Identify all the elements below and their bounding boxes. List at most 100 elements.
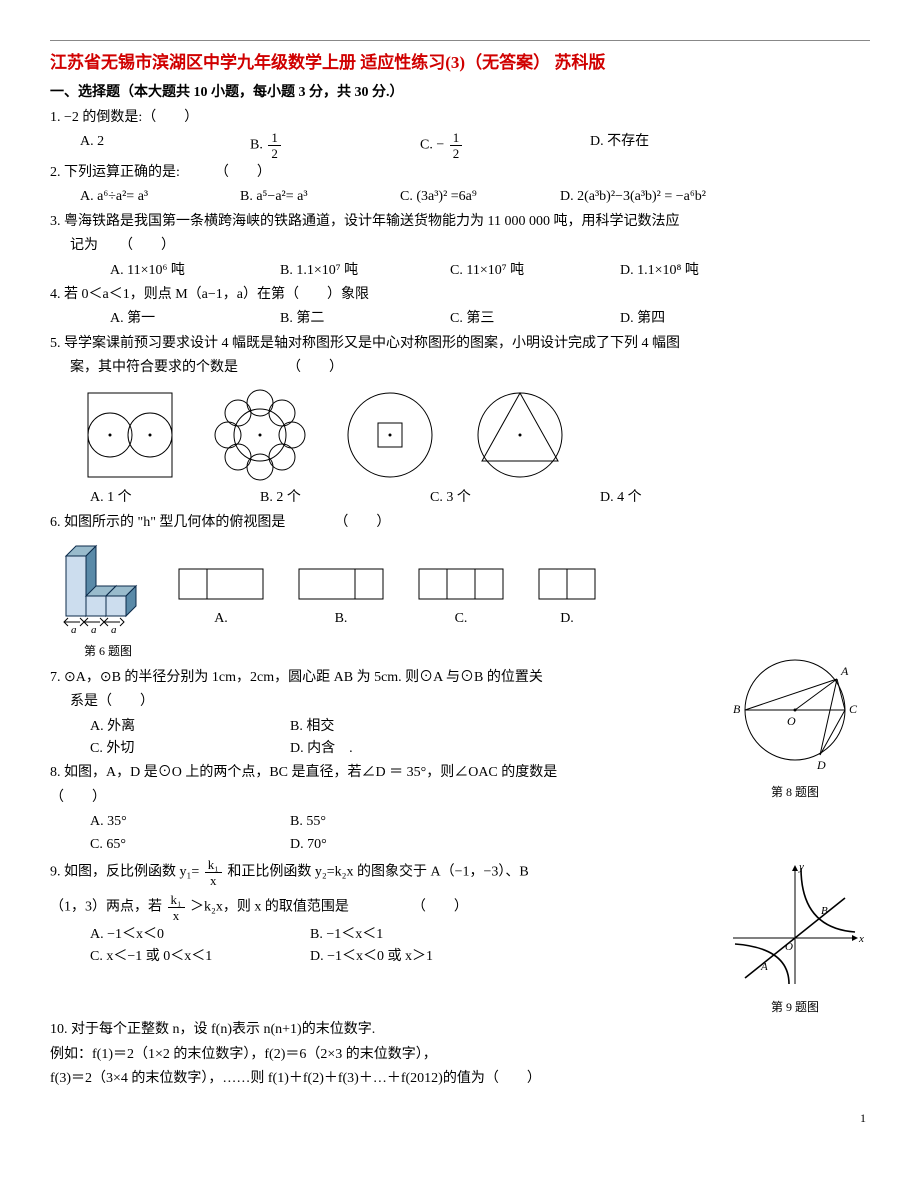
q6-optB-fig [298,568,384,600]
q6-optC: C. [418,608,504,630]
q10-l2: 例如：f(1)＝2（1×2 的末位数字），f(2)＝6（2×3 的末位数字）， [50,1044,870,1066]
svg-text:x: x [858,933,864,945]
q5-l1: 5. 导学案课前预习要求设计 4 幅既是轴对称图形又是中心对称图形的图案，小明设… [50,333,870,355]
q6-figures: a a a 第 6 题图 A. B. C. D. [58,538,870,661]
q5-optD: D. 4 个 [600,487,770,509]
q6-optB: B. [298,608,384,630]
q3-optA: A. 11×10⁶ 吨 [110,260,280,282]
q6-optD-fig [538,568,596,600]
q7-optD: D. 内含 . [290,738,490,760]
q7-options: A. 外离 B. 相交 [90,716,720,738]
q6-optC-fig [418,568,504,600]
q1-optC-frac: 12 [450,131,463,160]
q9-l1-post: 和正比例函数 y₂=k₂x 的图象交于 A（−1，−3）、B [227,865,528,880]
section-heading: 一、选择题（本大题共 10 小题，每小题 3 分，共 30 分.） [50,82,870,104]
q6-solid: a a a [58,538,158,633]
svg-text:B: B [733,702,741,716]
q5-optB: B. 2 个 [260,487,430,509]
q10-l1: 10. 对于每个正整数 n，设 f(n)表示 n(n+1)的末位数字. [50,1019,870,1041]
q3-l1: 3. 粤海铁路是我国第一条横跨海峡的铁路通道，设计年输送货物能力为 11 000… [50,211,870,233]
q2-optB: B. a⁵−a²= a³ [240,186,400,208]
q5-fig4 [470,385,570,485]
q6-optA: A. [178,608,264,630]
q9-l1-pre: 9. 如图，反比例函数 y₁= [50,865,203,880]
q2-options: A. a⁶÷a²= a³ B. a⁵−a²= a³ C. (3a³)² =6a⁹… [80,186,870,208]
q1-optB-prefix: B. [250,138,266,153]
q3-optC: C. 11×10⁷ 吨 [450,260,620,282]
q3-optB: B. 1.1×10⁷ 吨 [280,260,450,282]
svg-text:O: O [787,714,796,728]
q1-stem: 1. −2 的倒数是:（ ） [50,107,870,129]
q1-optC-prefix: C. − [420,138,444,153]
q9-frac2: k₁x [168,893,185,922]
svg-text:C: C [849,702,858,716]
q6-stem: 6. 如图所示的 "h" 型几何体的俯视图是 （ ） [50,512,870,534]
q7-optC: C. 外切 [90,738,290,760]
q5-optA: A. 1 个 [90,487,260,509]
q1-optB: B. 12 [250,131,420,160]
q1-options: A. 2 B. 12 C. − 12 D. 不存在 [80,131,870,160]
page-number: 1 [50,1109,870,1128]
q7-optA: A. 外离 [90,716,290,738]
q3-options: A. 11×10⁶ 吨 B. 1.1×10⁷ 吨 C. 11×10⁷ 吨 D. … [110,260,870,282]
q9-optC: C. x＜−1 或 0＜x＜1 [90,946,310,968]
q6-optD: D. [538,608,596,630]
q9-figure: x y O B A [725,860,865,990]
q5-options: A. 1 个 B. 2 个 C. 3 个 D. 4 个 [90,487,870,509]
q9-optA: A. −1＜x＜0 [90,924,310,946]
q1-optB-frac: 12 [268,131,281,160]
q8-optA: A. 35° [90,811,290,833]
svg-text:B: B [821,905,828,917]
q9-figure-wrap: x y O B A 第 9 题图 [720,860,870,1017]
q8-optD: D. 70° [290,834,490,856]
section1-label: 一、选择题（本大题共 10 小题，每小题 3 分，共 30 分.） [50,85,404,100]
q8-options: A. 35° B. 55° [90,811,870,833]
q4-optD: D. 第四 [620,308,790,330]
q9-optD: D. −1＜x＜0 或 x＞1 [310,946,530,968]
q5-figures [80,385,870,485]
q5-optC: C. 3 个 [430,487,600,509]
svg-text:a: a [111,624,117,633]
doc-title: 江苏省无锡市滨湖区中学九年级数学上册 适应性练习(3)（无答案） 苏科版 [50,49,870,76]
svg-text:y: y [798,861,804,873]
q9-l2-post: ＞k₂x，则 x 的取值范围是 （ ） [190,900,468,915]
q9-l2-pre: （1，3）两点，若 [50,900,162,915]
q6-optA-fig [178,568,264,600]
svg-text:A: A [760,961,768,973]
q5-l2: 案，其中符合要求的个数是 （ ） [70,357,870,379]
q4-stem: 4. 若 0＜a＜1，则点 M（a−1，a）在第（ ）象限 [50,284,870,306]
q3-l2: 记为 （ ） [70,235,870,257]
q3-optD: D. 1.1×10⁸ 吨 [620,260,790,282]
q2-optA: A. a⁶÷a²= a³ [80,186,240,208]
q8-optB: B. 55° [290,811,490,833]
q4-optC: C. 第三 [450,308,620,330]
q8-caption: 第 8 题图 [720,783,870,802]
q5-fig3 [340,385,440,485]
q6-caption: 第 6 题图 [58,642,158,661]
svg-text:O: O [785,941,793,953]
q5-fig2 [210,385,310,485]
q8-figure: A B C D O [725,655,865,775]
svg-text:a: a [71,624,77,633]
q9-caption: 第 9 题图 [720,998,870,1017]
q7-optB: B. 相交 [290,716,490,738]
q2-stem: 2. 下列运算正确的是: （ ） [50,162,870,184]
q1-optD: D. 不存在 [590,131,760,160]
q4-optB: B. 第二 [280,308,450,330]
q1-optA: A. 2 [80,131,250,160]
q1-optC: C. − 12 [420,131,590,160]
q4-optA: A. 第一 [110,308,280,330]
svg-text:A: A [840,664,849,678]
q9-options: A. −1＜x＜0 B. −1＜x＜1 [90,924,720,946]
q8-optC: C. 65° [90,834,290,856]
q4-options: A. 第一 B. 第二 C. 第三 D. 第四 [110,308,870,330]
q5-fig1 [80,385,180,485]
svg-text:a: a [91,624,97,633]
q2-optD: D. 2(a³b)²−3(a³b)² = −a⁶b² [560,186,780,208]
svg-text:D: D [816,758,826,772]
q2-optC: C. (3a³)² =6a⁹ [400,186,560,208]
q8-figure-wrap: A B C D O 第 8 题图 [720,655,870,802]
q9-optB: B. −1＜x＜1 [310,924,530,946]
q9-frac1: k₁x [205,858,222,887]
q10-l3: f(3)＝2（3×4 的末位数字），……则 f(1)＋f(2)＋f(3)＋…＋f… [50,1068,870,1090]
